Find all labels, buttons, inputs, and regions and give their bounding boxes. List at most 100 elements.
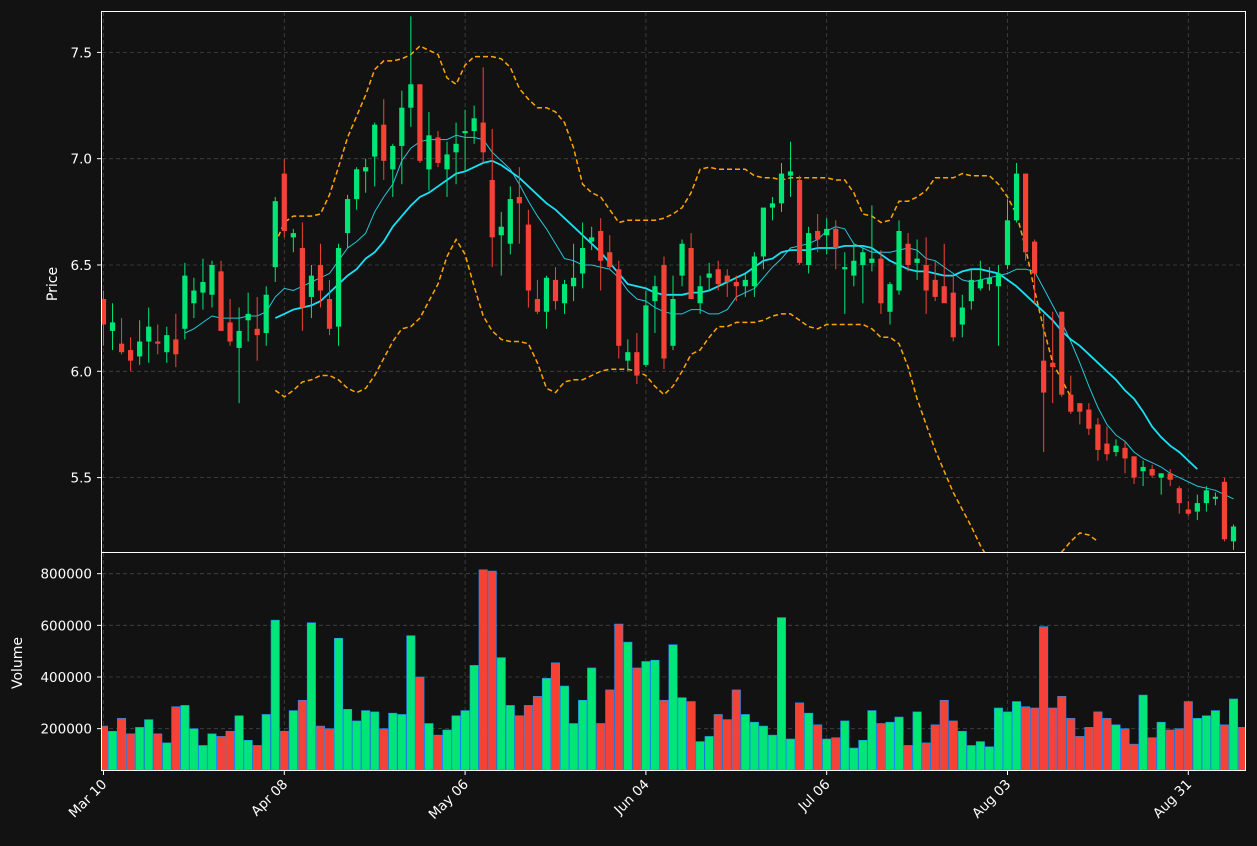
candle-body [1158, 473, 1164, 478]
volume-bar [460, 710, 470, 770]
volume-bar [804, 712, 814, 770]
candle-body [480, 122, 486, 153]
candle-body [1032, 241, 1038, 274]
candle [878, 250, 884, 314]
candle [326, 279, 333, 336]
volume-bar [343, 708, 353, 770]
volume-bar [1165, 729, 1175, 770]
candle [815, 213, 821, 253]
candle [905, 233, 911, 272]
volume-bar [1039, 626, 1049, 770]
candle [968, 269, 974, 310]
volume-bar [650, 659, 660, 770]
candle [236, 307, 242, 404]
candle-body [272, 201, 278, 268]
volume-bar [1021, 706, 1031, 770]
candle-body [209, 264, 215, 295]
candle [155, 324, 161, 355]
candle [598, 218, 604, 291]
volume-bar [641, 661, 651, 770]
candle-body [887, 284, 893, 312]
candle [887, 282, 893, 325]
candle-body [489, 179, 495, 238]
candle [697, 275, 703, 314]
volume-bar [1147, 737, 1157, 770]
volume-bar [858, 739, 868, 770]
candle-body [137, 341, 143, 357]
bollinger-lower-line [274, 237, 1099, 552]
candle [272, 196, 278, 282]
candle [778, 162, 785, 212]
volume-bar [1111, 724, 1121, 770]
volume-bar [279, 730, 289, 770]
price-tick-label: 7.5 [71, 45, 92, 61]
volume-bar [324, 728, 334, 770]
candle [1149, 464, 1155, 478]
volume-bar [523, 705, 533, 770]
candle [833, 220, 839, 270]
candle [516, 167, 522, 244]
candle-body [760, 207, 767, 257]
volume-bar [1192, 718, 1202, 770]
candle-body [1194, 503, 1200, 512]
candle [372, 122, 378, 187]
candle-body [616, 269, 622, 346]
volume-bar [894, 716, 904, 770]
candle [643, 290, 649, 368]
candle-body [724, 275, 730, 282]
candle [1140, 460, 1146, 487]
candle-body [417, 84, 423, 161]
candle [1131, 456, 1137, 484]
candle [679, 239, 685, 287]
candle [381, 99, 387, 180]
candle-body [905, 243, 911, 265]
candle-body [1086, 409, 1092, 429]
volume-bar [1120, 728, 1130, 770]
candle [137, 320, 143, 365]
volume-bar [939, 699, 949, 770]
volume-bar [795, 702, 805, 770]
candle [1004, 199, 1011, 270]
volume-bar [867, 710, 877, 770]
candle [1013, 162, 1020, 223]
volume-bar [876, 723, 886, 770]
volume-bar [306, 622, 316, 770]
candle [245, 292, 251, 342]
candle-body [245, 313, 251, 321]
candle-body [787, 171, 794, 176]
volume-bar [1229, 698, 1239, 770]
volume-bar [315, 725, 325, 770]
candle [417, 84, 423, 163]
candle-body [742, 279, 748, 287]
candle [806, 226, 812, 274]
candle-body [706, 273, 712, 278]
candle [363, 158, 369, 193]
candle [263, 286, 269, 346]
candle [923, 237, 929, 314]
volume-bar [704, 736, 714, 770]
candle [102, 290, 107, 346]
candle [724, 269, 730, 297]
candle [616, 260, 622, 359]
price-tick-label: 7.0 [71, 152, 92, 168]
candle [182, 262, 188, 340]
volume-bar [288, 710, 298, 770]
candle [1194, 494, 1200, 521]
candle-body [164, 335, 170, 353]
volume-bar [975, 741, 985, 770]
candle-body [733, 282, 739, 287]
candle [453, 122, 459, 185]
candle [218, 260, 224, 331]
volume-bar [478, 569, 488, 770]
candle [281, 158, 287, 238]
volume-bar [713, 714, 723, 770]
volume-y-axis: 200000 400000 600000 800000 [40, 567, 102, 738]
candle-body [570, 277, 577, 287]
volume-bar [966, 745, 976, 770]
candle-body [344, 199, 351, 234]
volume-bar [1138, 694, 1148, 770]
candle-body [896, 230, 902, 291]
volume-bar [695, 741, 705, 770]
volume-bar [1174, 728, 1184, 770]
